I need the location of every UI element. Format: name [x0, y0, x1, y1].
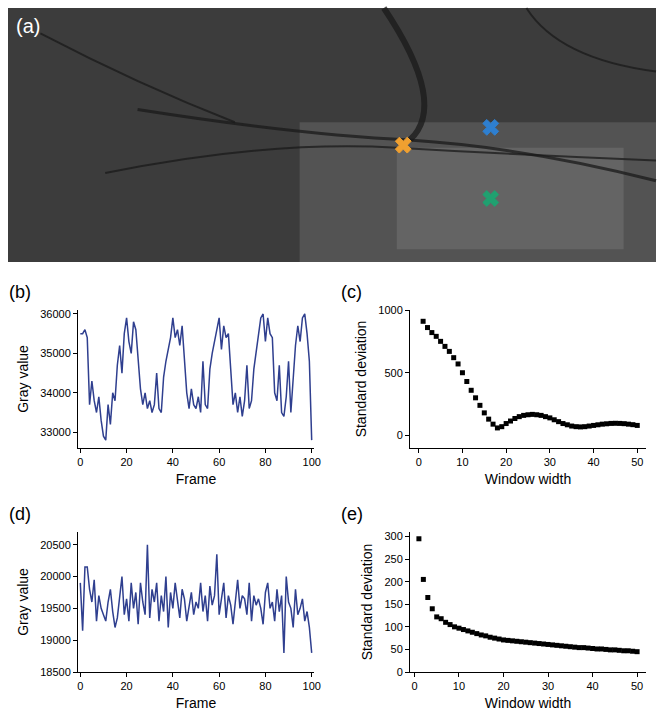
svg-text:1000: 1000 [378, 304, 402, 316]
svg-text:150: 150 [384, 598, 402, 610]
svg-text:100: 100 [384, 621, 402, 633]
svg-text:50: 50 [391, 643, 403, 655]
svg-text:Window width: Window width [485, 471, 571, 487]
svg-text:(a): (a) [16, 15, 40, 37]
svg-text:Standard deviation: Standard deviation [353, 321, 369, 438]
svg-text:250: 250 [384, 553, 402, 565]
svg-text:0: 0 [416, 456, 422, 468]
svg-text:0: 0 [397, 429, 403, 441]
svg-text:18500: 18500 [40, 666, 71, 678]
svg-text:Frame: Frame [176, 695, 217, 711]
svg-text:36000: 36000 [40, 308, 71, 320]
svg-text:(d): (d) [9, 504, 31, 524]
svg-text:60: 60 [213, 680, 225, 692]
svg-text:50: 50 [631, 680, 643, 692]
svg-text:300: 300 [384, 530, 402, 542]
svg-text:20: 20 [120, 680, 132, 692]
svg-text:20000: 20000 [40, 570, 71, 582]
svg-text:0: 0 [77, 456, 83, 468]
svg-text:35000: 35000 [40, 347, 71, 359]
svg-text:20: 20 [497, 680, 509, 692]
svg-text:80: 80 [259, 456, 271, 468]
svg-text:(e): (e) [341, 504, 363, 524]
svg-text:0: 0 [411, 680, 417, 692]
svg-text:40: 40 [167, 680, 179, 692]
svg-text:10: 10 [456, 456, 468, 468]
svg-text:0: 0 [77, 680, 83, 692]
svg-text:200: 200 [384, 576, 402, 588]
svg-text:20500: 20500 [40, 539, 71, 551]
svg-text:30: 30 [544, 456, 556, 468]
svg-text:20: 20 [500, 456, 512, 468]
svg-text:40: 40 [587, 456, 599, 468]
svg-text:Gray value: Gray value [15, 568, 31, 636]
svg-text:40: 40 [167, 456, 179, 468]
svg-text:33000: 33000 [40, 426, 71, 438]
svg-text:34000: 34000 [40, 387, 71, 399]
svg-text:Gray value: Gray value [15, 345, 31, 413]
svg-text:19000: 19000 [40, 634, 71, 646]
svg-text:Window width: Window width [485, 695, 571, 711]
svg-text:30: 30 [542, 680, 554, 692]
svg-text:Frame: Frame [176, 471, 217, 487]
svg-text:80: 80 [259, 680, 271, 692]
svg-text:20: 20 [120, 456, 132, 468]
svg-text:19500: 19500 [40, 602, 71, 614]
svg-text:0: 0 [397, 666, 403, 678]
svg-text:60: 60 [213, 456, 225, 468]
svg-text:100: 100 [303, 456, 321, 468]
svg-text:(c): (c) [341, 282, 362, 302]
svg-text:50: 50 [631, 456, 643, 468]
svg-text:(b): (b) [9, 282, 31, 302]
svg-text:500: 500 [384, 367, 402, 379]
svg-text:10: 10 [453, 680, 465, 692]
svg-text:Standard deviation: Standard deviation [359, 544, 375, 661]
svg-text:100: 100 [303, 680, 321, 692]
svg-text:40: 40 [586, 680, 598, 692]
